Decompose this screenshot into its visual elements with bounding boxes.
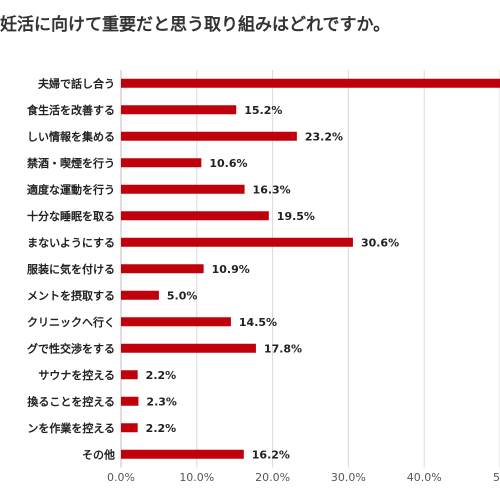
category-label: 換ることを控える bbox=[27, 394, 115, 408]
data-label: 2.3% bbox=[146, 395, 177, 408]
bar bbox=[121, 158, 202, 168]
data-label: 10.6% bbox=[209, 157, 247, 170]
chart-title: 妊活に向けて重要だと思う取り組みはどれですか。 bbox=[0, 15, 391, 35]
category-label: 十分な睡眠を取る bbox=[27, 209, 115, 223]
bar bbox=[121, 290, 159, 300]
category-label: 夫婦で話し合う bbox=[38, 76, 115, 90]
bar bbox=[121, 396, 139, 406]
data-label: 5.0% bbox=[167, 289, 198, 302]
bar bbox=[121, 264, 204, 274]
x-tick-label: 30.0% bbox=[331, 471, 366, 484]
category-label: その他 bbox=[82, 447, 115, 461]
data-label: 23.2% bbox=[305, 130, 343, 143]
category-label: 適度な運動を行う bbox=[27, 182, 115, 196]
data-label: 10.9% bbox=[212, 263, 250, 276]
bar bbox=[121, 317, 231, 327]
data-label: 17.8% bbox=[264, 342, 302, 355]
x-tick-label: 10.0% bbox=[179, 471, 214, 484]
category-label: ンを作業を控える bbox=[27, 421, 115, 435]
bar bbox=[121, 184, 245, 194]
x-tick-label: 0.0% bbox=[107, 471, 135, 484]
category-label: グで性交渉をする bbox=[27, 341, 115, 355]
x-tick-label: 40.0% bbox=[407, 471, 442, 484]
data-label: 14.5% bbox=[239, 316, 277, 329]
category-label: サウナを控える bbox=[38, 368, 115, 382]
x-tick-label: 50 bbox=[493, 471, 500, 484]
category-label: 服装に気を付ける bbox=[27, 262, 115, 276]
category-label: しい情報を集める bbox=[27, 129, 115, 143]
bar bbox=[121, 370, 138, 380]
bar bbox=[121, 237, 353, 247]
category-label: クリニックへ行く bbox=[27, 315, 115, 329]
bar bbox=[121, 78, 500, 88]
x-tick-label: 20.0% bbox=[255, 471, 290, 484]
data-label: 15.2% bbox=[244, 104, 282, 117]
data-label: 16.3% bbox=[253, 183, 291, 196]
category-label: メントを摂取する bbox=[27, 288, 115, 302]
bar bbox=[121, 423, 138, 433]
data-label: 30.6% bbox=[361, 236, 399, 249]
data-label: 16.2% bbox=[252, 448, 290, 461]
data-label: 19.5% bbox=[277, 210, 315, 223]
bar bbox=[121, 449, 244, 459]
bar bbox=[121, 211, 269, 221]
bar bbox=[121, 131, 297, 141]
data-label: 2.2% bbox=[146, 369, 177, 382]
bar bbox=[121, 105, 237, 115]
category-label: まないようにする bbox=[27, 236, 115, 249]
category-label: 禁酒・喫煙を行う bbox=[27, 156, 115, 170]
bar bbox=[121, 343, 256, 353]
data-label: 2.2% bbox=[146, 422, 177, 435]
category-label: 食生活を改善する bbox=[27, 103, 115, 117]
